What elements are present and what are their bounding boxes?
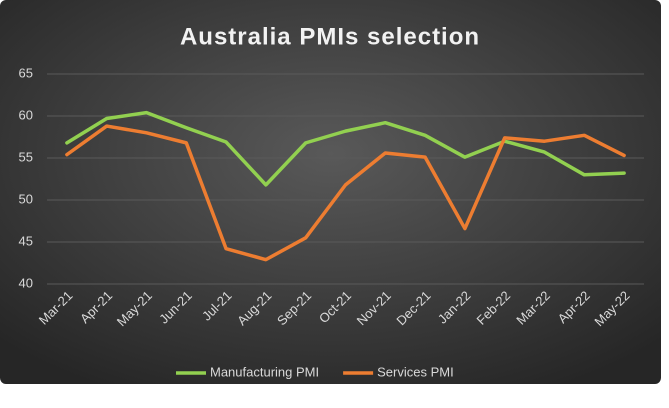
line-series [65, 110, 626, 187]
chart-title: Australia PMIs selection [180, 23, 480, 50]
line-series [65, 124, 626, 262]
chart-background [0, 0, 661, 384]
legend-label: Services PMI [377, 364, 454, 379]
y-tick-label: 55 [19, 149, 33, 164]
y-tick-label: 45 [19, 233, 33, 248]
legend-label: Manufacturing PMI [210, 364, 319, 379]
y-tick-label: 40 [19, 275, 33, 290]
y-tick-label: 60 [19, 107, 33, 122]
y-tick-label: 50 [19, 191, 33, 206]
y-tick-label: 65 [19, 65, 33, 80]
